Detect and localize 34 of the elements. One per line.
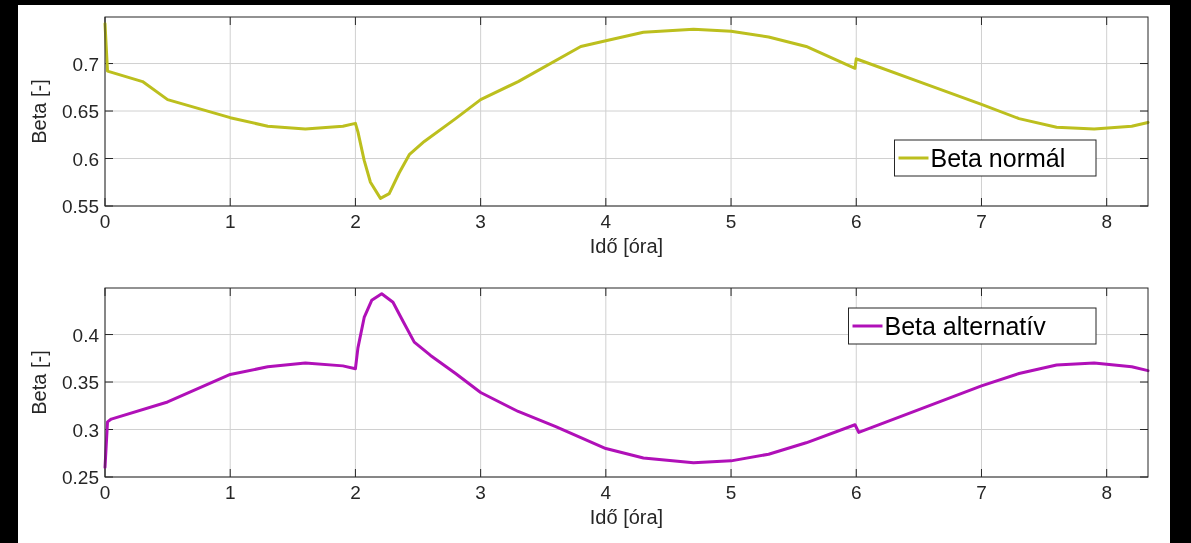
- x-tick-label: 3: [475, 211, 486, 232]
- y-axis-title: Beta [-]: [28, 350, 50, 415]
- legend-label: Beta alternatív: [884, 312, 1047, 340]
- x-tick-label: 7: [976, 211, 987, 232]
- x-axis-title: Idő [óra]: [589, 235, 664, 257]
- legend-label: Beta normál: [930, 144, 1066, 172]
- x-tick-label: 4: [600, 211, 612, 232]
- x-tick-label: 5: [725, 482, 737, 503]
- y-tick-label: 0.4: [72, 324, 100, 346]
- x-tick-label: 6: [850, 482, 862, 503]
- x-tick-label: 6: [850, 211, 862, 232]
- x-tick-label: 2: [350, 211, 361, 232]
- x-tick-label: 5: [725, 211, 737, 232]
- x-tick-label: 8: [1101, 211, 1112, 232]
- x-tick-label: 0: [99, 211, 111, 232]
- y-tick-label: 0.25: [62, 467, 99, 488]
- x-tick-label: 4: [600, 482, 612, 503]
- y-tick-label: 0.65: [62, 101, 99, 123]
- x-tick-label: 0: [99, 482, 111, 503]
- y-tick-label: 0.35: [62, 372, 99, 394]
- y-tick-label: 0.55: [62, 196, 99, 217]
- x-tick-label: 3: [475, 482, 486, 503]
- x-axis-title: Idő [óra]: [589, 506, 664, 528]
- line-series: [103, 292, 1150, 469]
- x-tick-label: 1: [224, 482, 236, 503]
- y-tick-label: 0.6: [72, 148, 99, 170]
- x-tick-label: 7: [976, 482, 987, 503]
- x-tick-label: 8: [1101, 482, 1112, 503]
- x-tick-label: 1: [224, 211, 236, 232]
- line-series: [103, 22, 1150, 200]
- y-tick-label: 0.7: [72, 53, 99, 75]
- x-tick-label: 2: [350, 482, 361, 503]
- y-tick-label: 0.3: [72, 419, 99, 441]
- y-axis-title: Beta [-]: [28, 79, 50, 144]
